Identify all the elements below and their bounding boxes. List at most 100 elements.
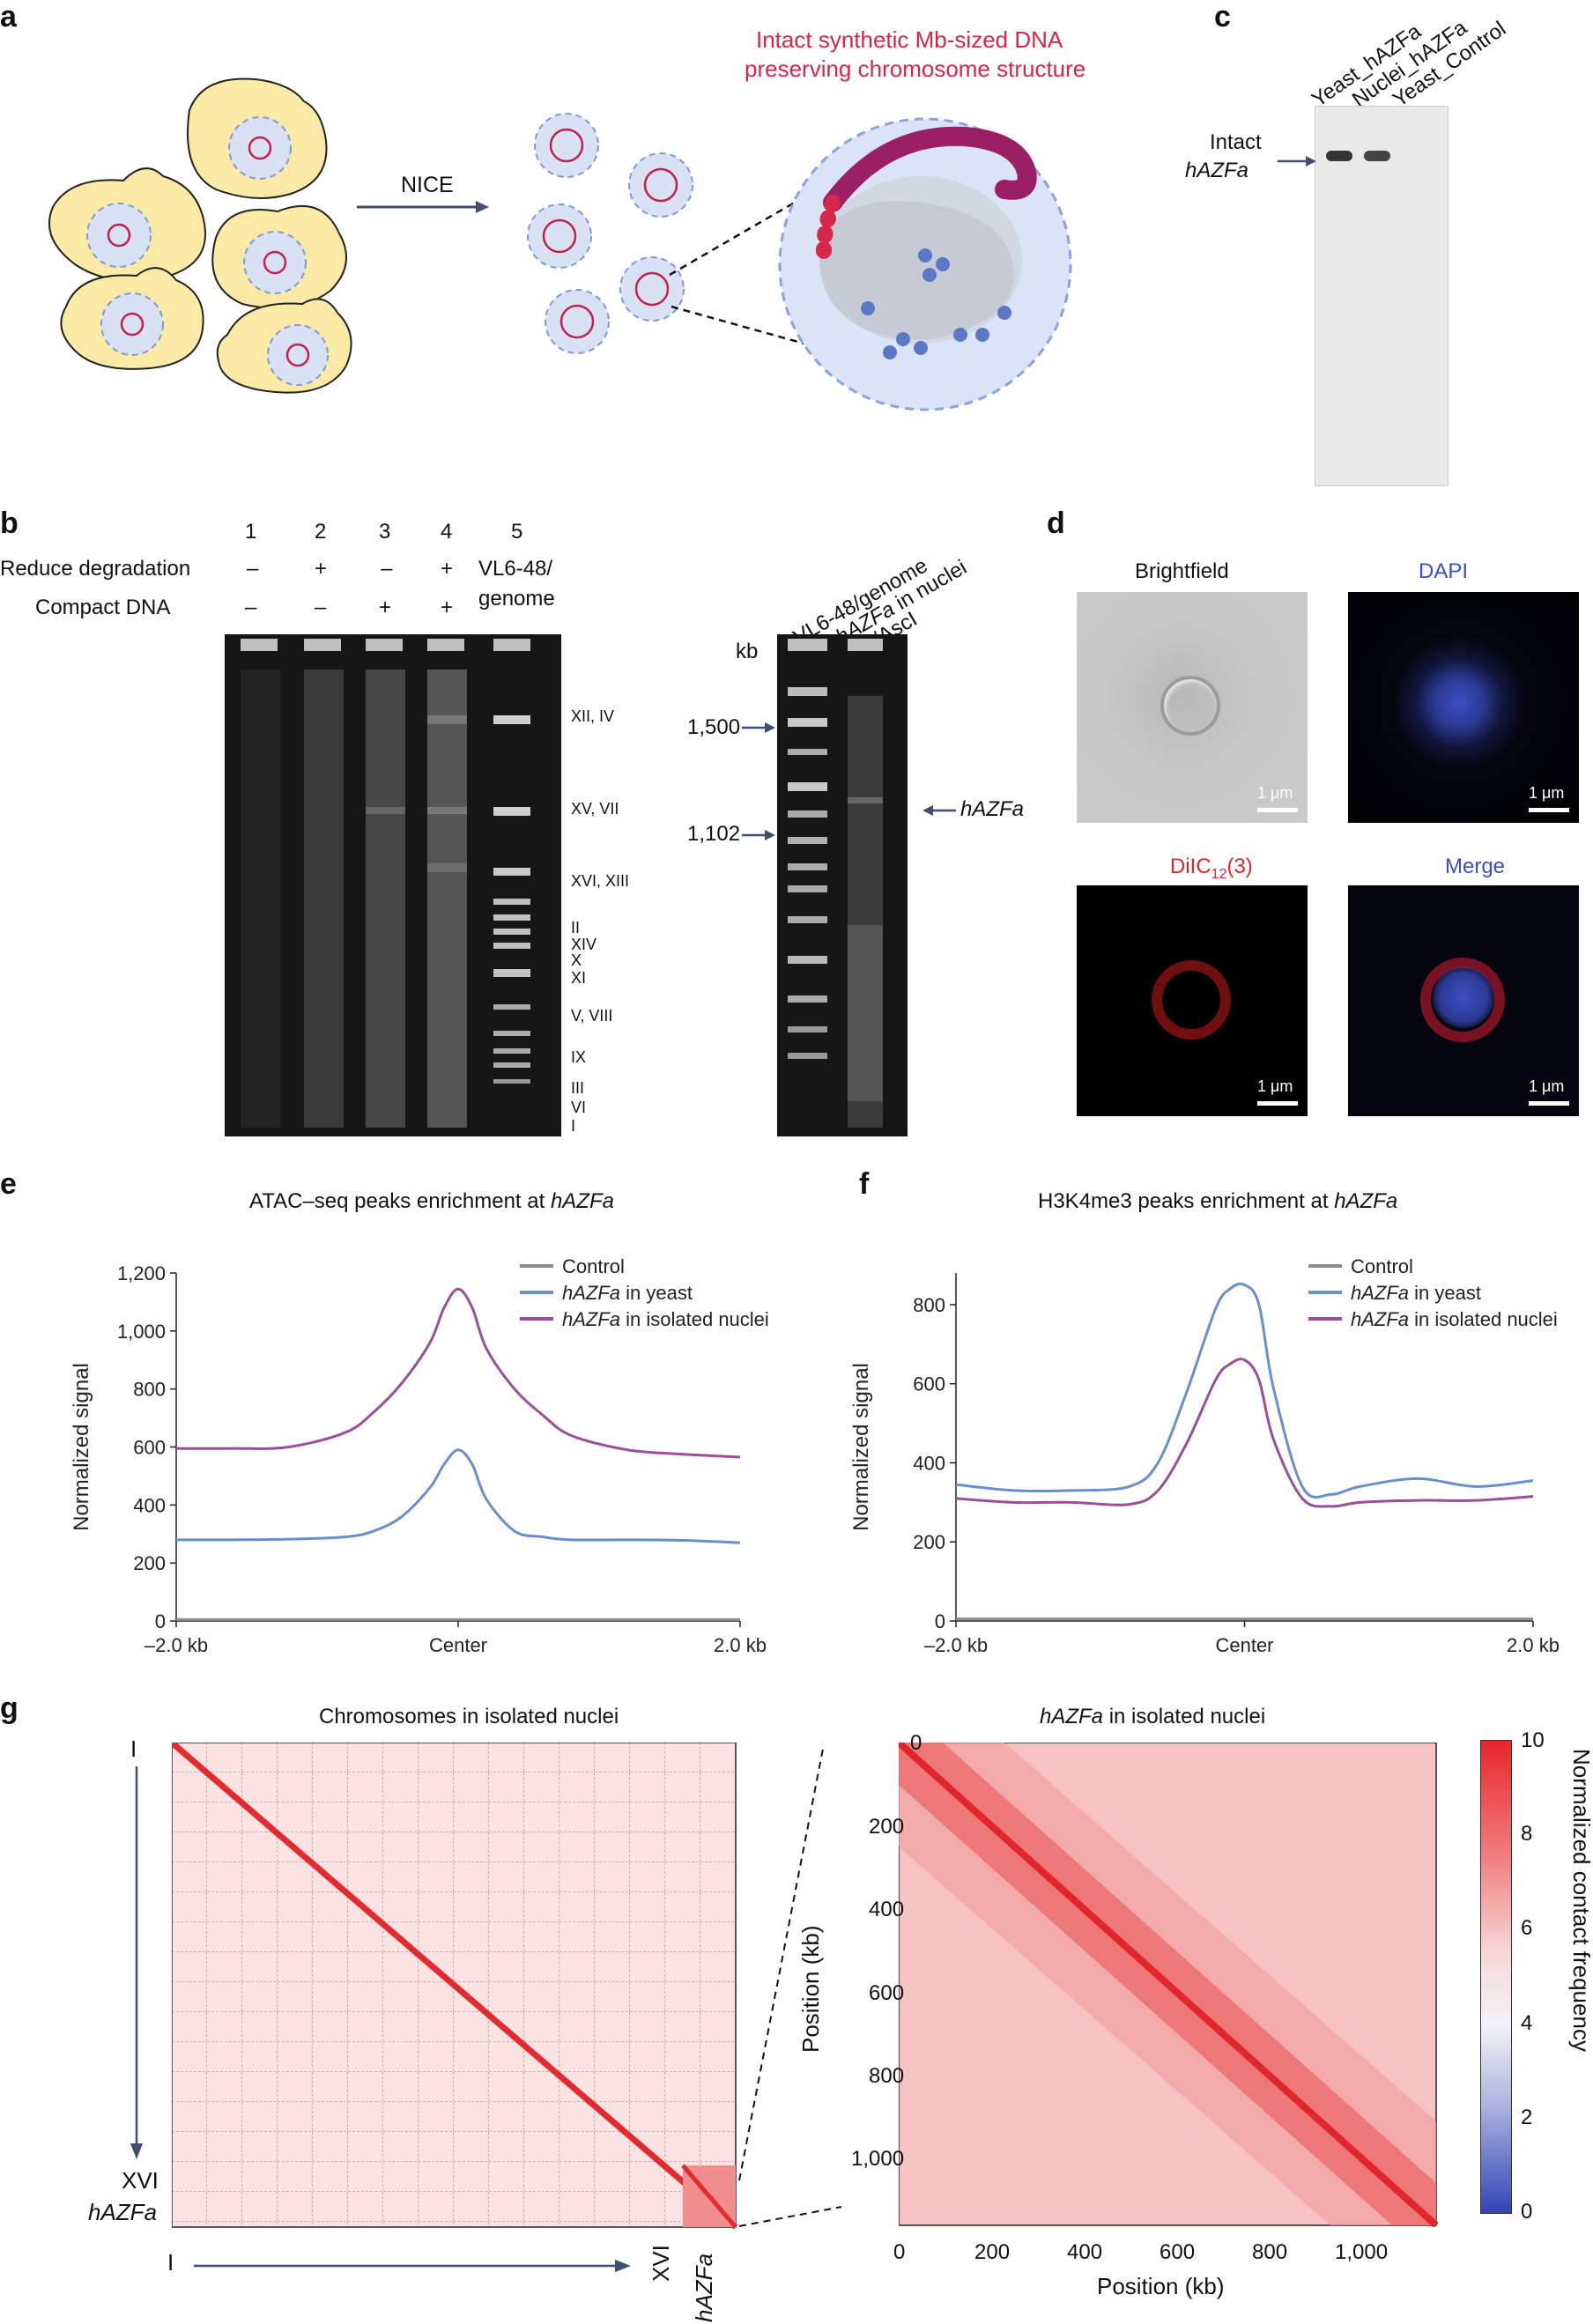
scale-label: 1 μm [1257,1077,1293,1095]
hm-ytick: 200 [869,1815,905,1839]
target-label-hazfa: hAZFa [960,797,1025,821]
hm-xtick: 400 [1067,2240,1103,2264]
band-label: XI [571,969,587,987]
legend-label: hAZFa in isolated nuclei [1351,1308,1558,1330]
row2-mark: – [245,596,257,619]
colorbar-tick: 0 [1521,2200,1533,2224]
lane5-label-line1: VL6-48/ [478,557,553,581]
col-label-hazfa: hAZFa [691,2253,717,2322]
membrane-ring [1152,960,1231,1040]
scale-bar [1257,808,1298,812]
y-tick-label: 1,200 [117,1262,166,1284]
series-line-2 [175,1287,741,1459]
isolated-nucleus [534,113,599,178]
chart-e-title: ATAC–seq peaks enrichment at hAZFa [249,1189,614,1214]
legend-label: Control [562,1255,625,1277]
lane-number: 3 [379,520,391,544]
y-axis-label: Normalized signal [849,1363,873,1531]
band-label: XIV [571,936,597,953]
col-label-i: I [167,2249,174,2276]
kb-label: kb [736,640,759,663]
band-label: XVI, XIII [571,872,630,890]
image-merge: 1 μm [1348,885,1579,1116]
lane-number: 5 [511,520,523,544]
x-tick-label: –2.0 kb [144,1634,208,1656]
marker-1500: 1,500 [687,715,741,739]
isolated-nucleus [619,256,685,322]
y-tick-label: 0 [935,1610,945,1632]
chart-f-title: H3K4me3 peaks enrichment at hAZFa [1038,1189,1397,1214]
legend-label: Control [1351,1255,1413,1277]
hm-ylabel: Position (kb) [797,1925,824,2054]
isolated-nucleus [628,152,693,218]
colorbar-tick: 8 [1521,1822,1533,1846]
x-tick-label: Center [429,1634,487,1656]
merge-nucleus [1433,966,1494,1028]
chart-e-title-italic: hAZFa [550,1189,614,1213]
yeast-cell [216,298,352,394]
label-merge: Merge [1445,855,1506,878]
y-tick-label: 800 [133,1379,166,1401]
row-label-xvi: XVI [122,2167,159,2194]
row-label-compact-dna: Compact DNA [35,596,171,619]
gel2-lanes [788,639,883,1128]
series-line-1 [175,1448,741,1544]
band-label: IX [571,1048,587,1066]
hm-xtick: 200 [974,2240,1011,2264]
blot-band [1326,151,1352,161]
panel-a-caption-line2: preserving chromosome structure [745,56,1086,82]
x-tick-label: 2.0 kb [1507,1634,1560,1656]
hm-xlabel: Position (kb) [1097,2273,1225,2299]
marker-arrow-1102 [742,830,775,840]
colorbar-tick: 4 [1521,2011,1533,2035]
series-line-1 [955,1282,1534,1499]
genome-heatmap [172,1743,737,2229]
panel-a-caption-line1: Intact synthetic Mb-sized DNA [756,26,1063,53]
row2-mark: + [441,596,454,619]
y-tick-label: 200 [133,1552,166,1574]
y-tick-label: 600 [913,1373,945,1395]
hm-ytick: 600 [869,1981,905,2005]
chart-f-title-italic: hAZFa [1334,1189,1398,1213]
isolated-nucleus [527,204,592,269]
band-label: XII, IV [571,707,615,725]
blot-band [1364,151,1390,161]
colorbar-tick: 6 [1521,1916,1533,1940]
panel-label-e: e [0,1167,17,1201]
band-label: XV, VII [571,800,619,818]
marker-arrow-1500 [742,722,775,733]
isolated-nucleus [545,289,610,354]
panel-label-f: f [859,1167,870,1201]
row1-mark: – [247,557,259,581]
image-brightfield: 1 μm [1077,592,1308,823]
panel-label-b: b [0,507,19,540]
zoomed-nucleus [778,117,1072,411]
band-label: II [571,919,581,936]
row1-mark: – [381,557,393,581]
y-tick-label: 200 [913,1531,945,1553]
band-label: VI [571,1099,587,1116]
y-tick-label: 800 [913,1294,945,1316]
image-dil: 1 μm [1077,885,1308,1116]
colorbar-label: Normalized contact frequency [1568,1749,1593,2052]
pfge-gel-2 [777,634,908,1136]
band-label: X [571,951,582,969]
nice-arrowhead [476,201,489,213]
y-axis-label: Normalized signal [70,1363,93,1531]
hazfa-heatmap [899,1743,1438,2227]
chart-f-title-prefix: H3K4me3 peaks enrichment at [1038,1189,1335,1213]
hm-xtick: 0 [893,2240,906,2264]
hm-ytick: 400 [869,1898,905,1921]
y-tick-label: 1,000 [117,1321,166,1343]
panel-label-d: d [1047,507,1065,540]
gel-lanes [241,639,530,1128]
band-label: III [571,1079,585,1097]
y-tick-label: 400 [913,1452,945,1474]
y-tick-label: 0 [155,1610,166,1632]
x-tick-label: Center [1215,1634,1273,1656]
band-label: I [571,1117,576,1135]
col-label-xvi: XVI [648,2245,674,2282]
band-label: V, VIII [571,1007,613,1025]
scale-label: 1 μm [1529,1077,1565,1095]
pfge-gel [225,634,561,1136]
